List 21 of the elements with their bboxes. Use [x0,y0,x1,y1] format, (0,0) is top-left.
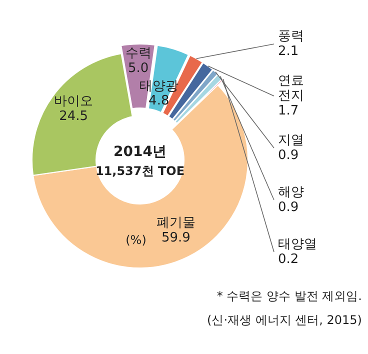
slice-label: 바이오 [54,94,94,109]
data-label: 24.5 [59,108,88,124]
data-label: 5.0 [128,60,149,76]
data-label: 0.2 [278,252,299,267]
text: (신·재생 에너지 센터, 2015) [207,313,362,327]
slice-label: 태양열 [278,237,317,252]
slice-label: 폐기물 [156,216,196,231]
data-label: 0.9 [278,200,299,215]
slice-label: 연료 전지 [278,74,304,104]
data-label: 0.9 [278,148,299,163]
slice-label: 해양 [278,185,304,200]
slice-label: 지열 [278,133,304,148]
data-label: 2.1 [278,44,299,59]
slice-label: 풍력 [278,29,304,44]
slice-label: 수력 [125,46,152,62]
data-label: 1.7 [278,103,299,118]
text: 11,537천 TOE [95,164,185,178]
text: * 수력은 양수 발전 제외임. [216,289,362,303]
text: 2014년 [114,144,166,160]
data-label: 59.9 [161,230,190,246]
text: (%) [126,233,146,248]
